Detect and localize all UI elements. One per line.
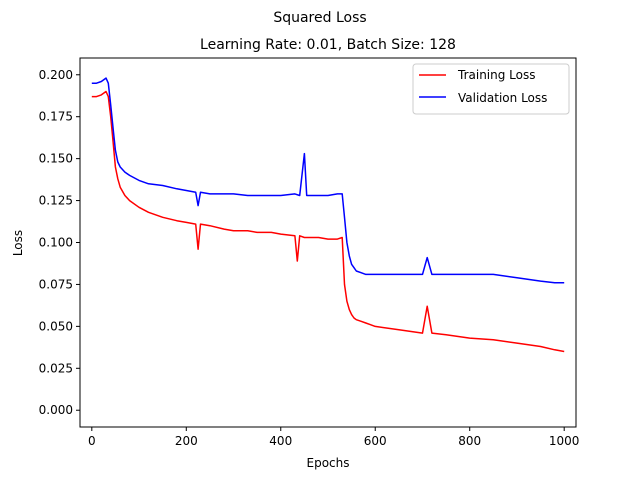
y-tick-label: 0.075 [39,277,73,291]
y-tick-label: 0.200 [39,68,73,82]
y-tick-label: 0.125 [39,194,73,208]
chart-title: Learning Rate: 0.01, Batch Size: 128 [200,37,456,53]
legend-label-training: Training Loss [457,68,535,82]
y-axis-label: Loss [11,230,25,256]
legend-label-validation: Validation Loss [458,91,547,105]
x-axis-ticks: 0 200 400 600 800 1000 [88,427,579,448]
series-layer [91,77,565,353]
y-tick-label: 0.175 [39,110,73,124]
x-tick-label: 800 [458,434,481,448]
legend-box [412,63,570,115]
y-tick-label: 0.025 [39,361,73,375]
x-tick-label: 600 [364,434,387,448]
x-tick-label: 0 [88,434,96,448]
y-tick-label: 0.050 [39,319,73,333]
y-tick-label: 0.150 [39,152,73,166]
x-tick-label: 1000 [549,434,580,448]
training-loss-line [91,90,565,353]
y-axis-ticks: 0.000 0.025 0.050 0.075 0.100 0.125 0.150 0.175… [39,68,80,417]
plot-frame [79,57,577,428]
y-tick-label: 0.100 [39,236,73,250]
legend: Training Loss Validation Loss [412,63,570,115]
x-axis-label: Epochs [307,456,350,470]
figure-suptitle: Squared Loss [273,10,366,26]
validation-loss-line [91,77,565,284]
y-tick-label: 0.000 [39,403,73,417]
x-tick-label: 200 [175,434,198,448]
x-tick-label: 400 [269,434,292,448]
